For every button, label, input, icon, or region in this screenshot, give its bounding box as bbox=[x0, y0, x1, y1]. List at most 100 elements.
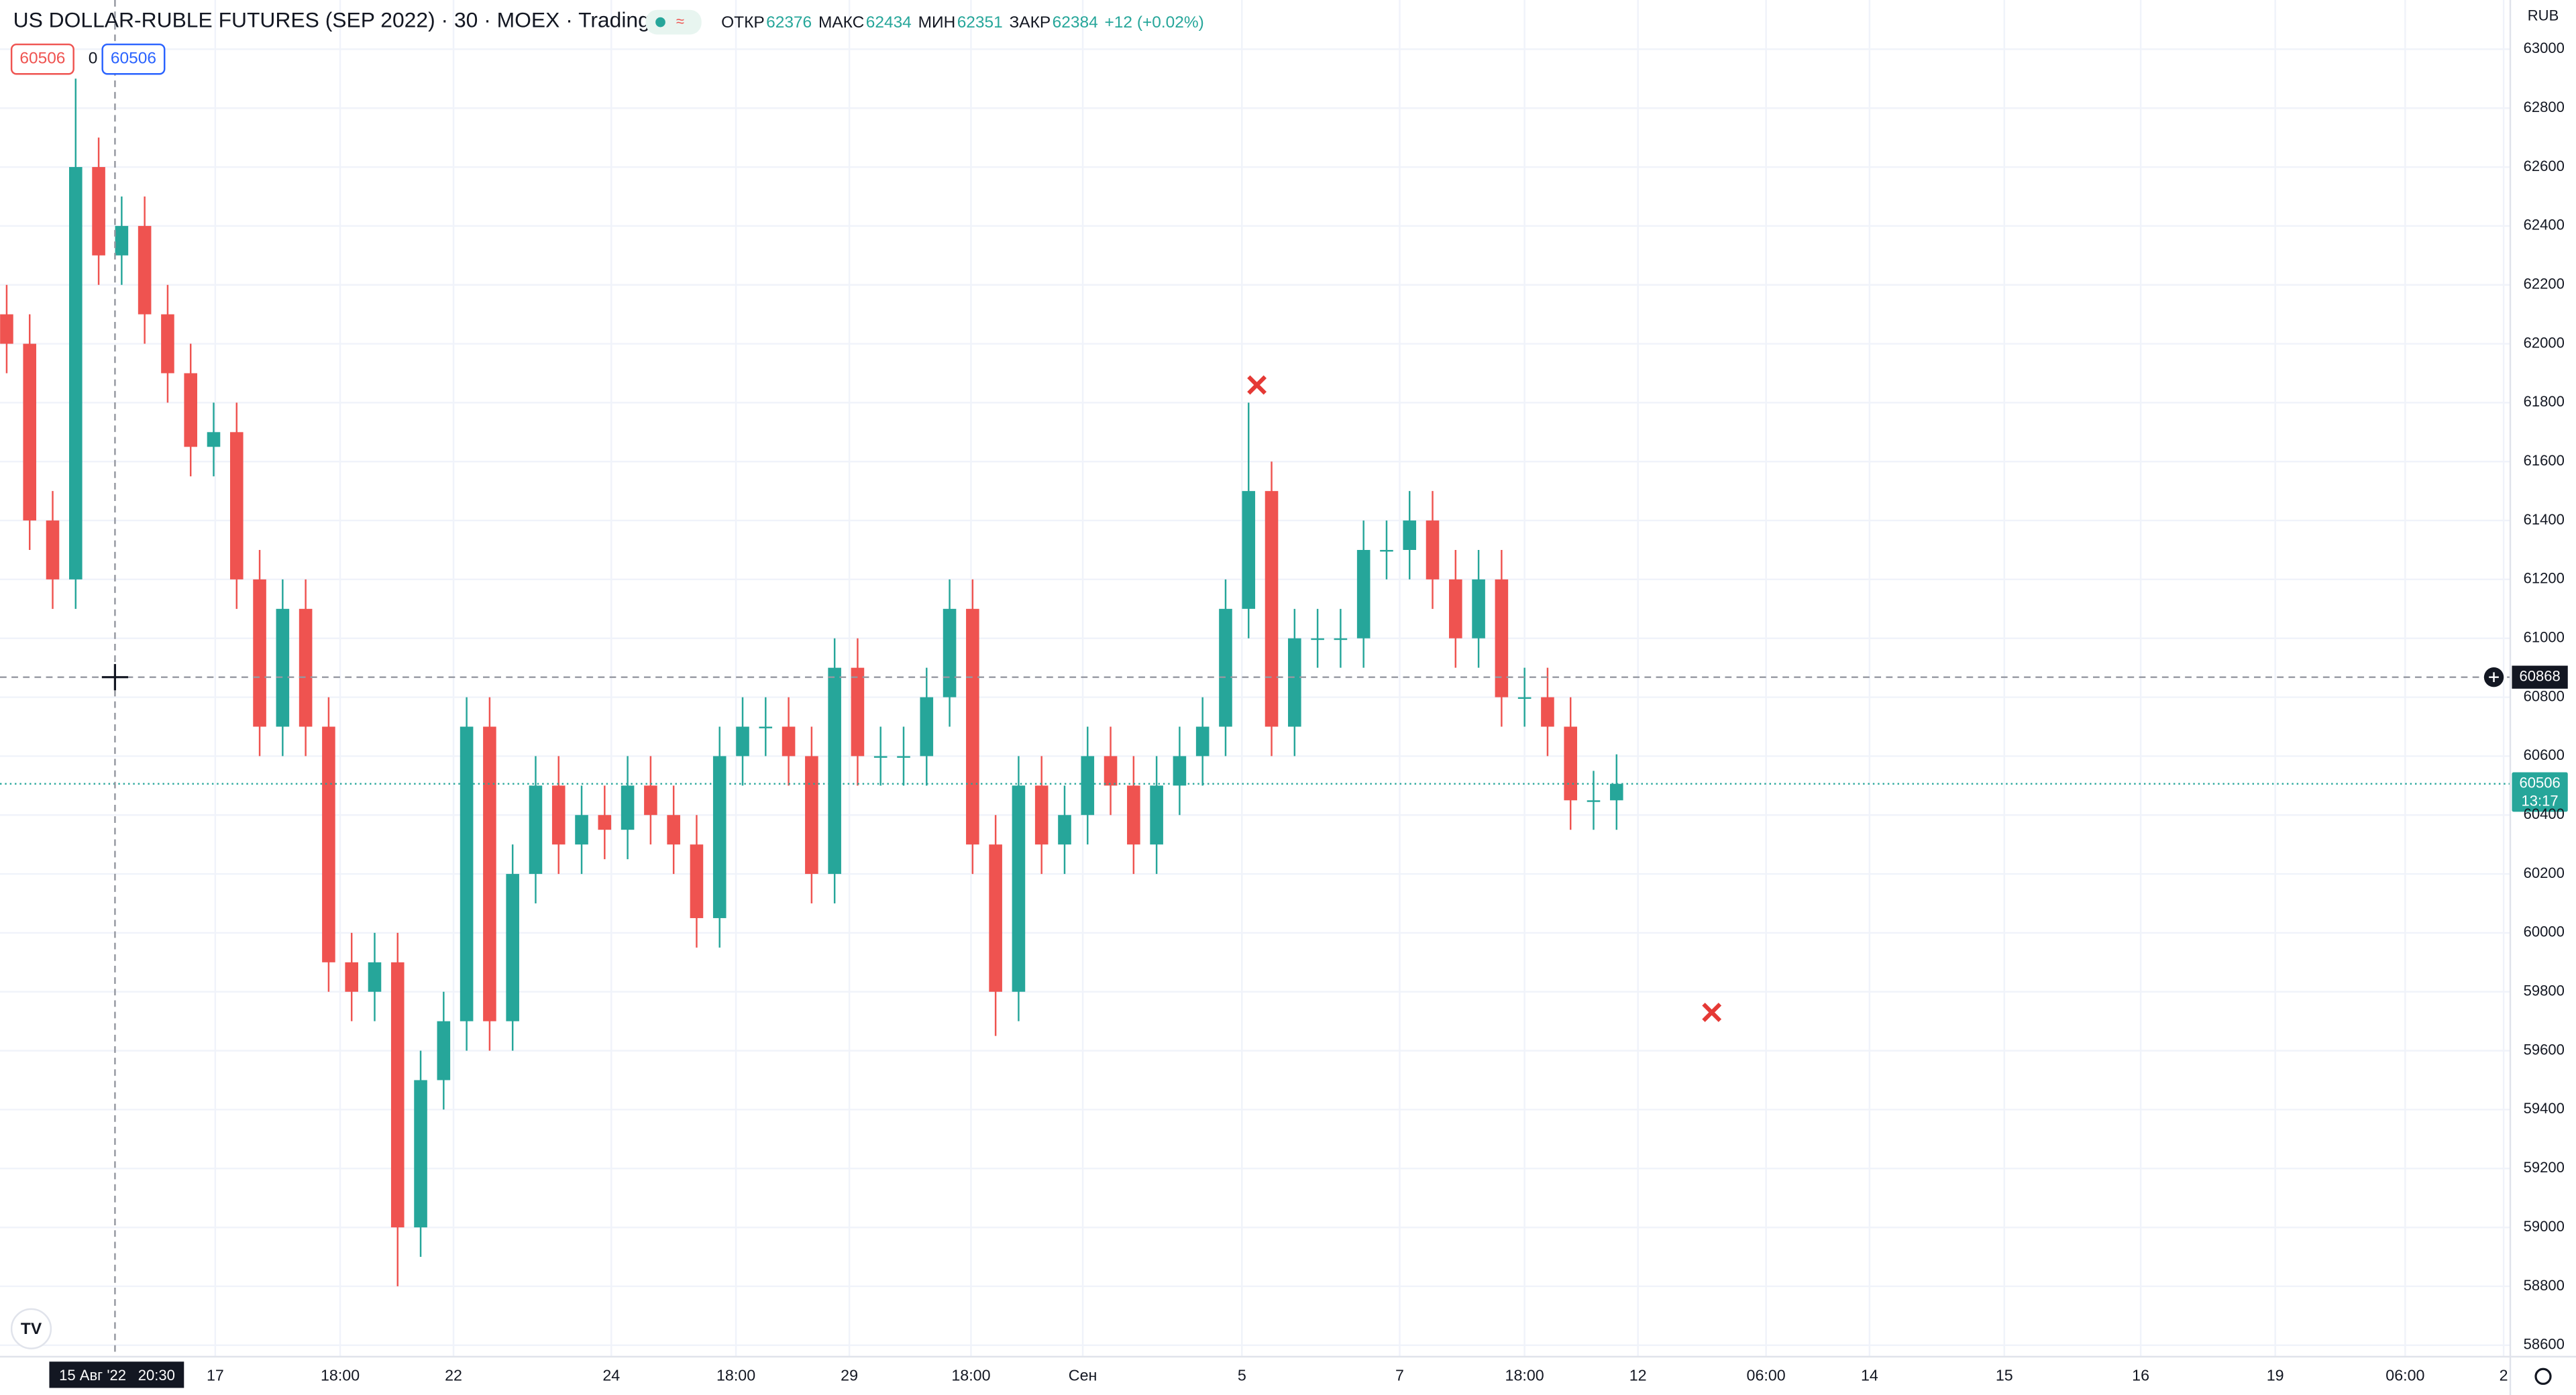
crosshair-date-label: 15 Авг '22 bbox=[59, 1367, 126, 1384]
candle-body bbox=[920, 697, 934, 757]
badge-text: 60506 bbox=[111, 50, 156, 68]
legend-value: 62434 bbox=[866, 13, 912, 32]
candle-body bbox=[690, 844, 704, 918]
countdown-label: 13:17 bbox=[2522, 792, 2559, 809]
y-tick-label: 59800 bbox=[2524, 983, 2565, 999]
candle-body bbox=[1012, 785, 1026, 992]
gear-icon bbox=[2534, 1368, 2552, 1385]
x-tick-label: 5 bbox=[1238, 1366, 1246, 1384]
candle-body bbox=[92, 167, 105, 256]
y-tick-label: 59000 bbox=[2524, 1218, 2565, 1235]
x-tick-label: 18:00 bbox=[716, 1366, 755, 1384]
x-tick-label: 2 bbox=[2500, 1366, 2508, 1384]
x-tick-label: 06:00 bbox=[1747, 1366, 1786, 1384]
candle-body bbox=[943, 608, 957, 698]
y-tick-label: 60800 bbox=[2524, 687, 2565, 704]
candle-body bbox=[207, 432, 221, 447]
candle-body bbox=[712, 756, 727, 918]
crosshair-price-label: 60868 bbox=[2519, 668, 2560, 685]
x-marker bbox=[1702, 1003, 1722, 1022]
x-tick-label: 18:00 bbox=[1505, 1366, 1544, 1384]
candle-body bbox=[161, 314, 174, 374]
candle-body bbox=[1517, 697, 1532, 700]
legend-value: 62376 bbox=[766, 13, 812, 32]
legend-label: ОТКР bbox=[721, 13, 765, 32]
y-tick-label: 61800 bbox=[2524, 393, 2565, 410]
badge[interactable]: 0 bbox=[89, 50, 98, 68]
candles bbox=[0, 78, 1623, 1286]
candle-body bbox=[989, 844, 1002, 992]
x-tick-label: 17 bbox=[207, 1366, 224, 1384]
candle-body bbox=[506, 874, 519, 1021]
candle-body bbox=[529, 785, 543, 875]
legend-label: МИН bbox=[918, 13, 956, 32]
x-tick-label: Сен bbox=[1069, 1366, 1097, 1384]
tv-logo[interactable]: TV bbox=[10, 1308, 52, 1349]
candle-body bbox=[23, 343, 37, 521]
candle-body bbox=[1081, 756, 1095, 816]
candle-body bbox=[1265, 491, 1279, 727]
candle-body bbox=[1104, 756, 1118, 786]
candle-body bbox=[1541, 697, 1554, 727]
candle-body bbox=[368, 962, 382, 992]
y-tick-label: 60200 bbox=[2524, 864, 2565, 881]
candle-body bbox=[828, 667, 841, 875]
candle-body bbox=[805, 756, 818, 875]
candle-body bbox=[322, 726, 335, 962]
candle-body bbox=[1173, 756, 1187, 786]
x-tick-label: 18:00 bbox=[321, 1366, 360, 1384]
candle-body bbox=[1288, 638, 1301, 727]
badge[interactable]: 60506 bbox=[10, 43, 74, 75]
status-dot bbox=[655, 17, 665, 27]
candle-body bbox=[184, 373, 198, 447]
crosshair-cursor bbox=[101, 664, 129, 691]
candle-body bbox=[68, 167, 83, 579]
y-tick-label: 61600 bbox=[2524, 452, 2565, 469]
candle-body bbox=[551, 785, 566, 845]
candle-body bbox=[414, 1080, 427, 1228]
y-tick-label: 59600 bbox=[2524, 1041, 2565, 1058]
y-tick-label: 58600 bbox=[2524, 1336, 2565, 1353]
x-tick-label: 29 bbox=[841, 1366, 858, 1384]
x-tick-label: 7 bbox=[1395, 1366, 1404, 1384]
currency-label[interactable]: RUB bbox=[2528, 7, 2559, 23]
candle-body bbox=[575, 815, 588, 845]
y-tick-label: 62600 bbox=[2524, 158, 2565, 174]
y-tick-label: 59400 bbox=[2524, 1100, 2565, 1117]
candle-body bbox=[1334, 638, 1348, 640]
logo-mark: TV bbox=[21, 1320, 42, 1338]
candle-body bbox=[966, 608, 979, 845]
candle-body bbox=[1034, 785, 1049, 845]
candle-body bbox=[667, 815, 680, 845]
badge[interactable]: 60506 bbox=[101, 43, 166, 75]
legend-value: 62384 bbox=[1053, 13, 1098, 32]
candle-body bbox=[621, 785, 635, 830]
logo-circle bbox=[10, 1308, 52, 1349]
candle-body bbox=[851, 667, 865, 757]
candle-body bbox=[598, 815, 612, 830]
y-tick-label: 61000 bbox=[2524, 629, 2565, 646]
crosshair-time-box bbox=[49, 1361, 184, 1388]
candle-body bbox=[897, 756, 910, 758]
candle-body bbox=[1609, 783, 1623, 801]
candle-body bbox=[644, 785, 657, 816]
settings-gear[interactable] bbox=[2534, 1368, 2552, 1385]
add-alert-plus bbox=[2489, 672, 2499, 683]
candle-body bbox=[460, 726, 474, 1021]
x-tick-label: 19 bbox=[2267, 1366, 2284, 1384]
candle-body bbox=[276, 608, 290, 727]
candle-body bbox=[736, 726, 749, 757]
x-tick-label: 14 bbox=[1861, 1366, 1878, 1384]
badge-box bbox=[10, 43, 74, 75]
y-tick-label: 62000 bbox=[2524, 334, 2565, 351]
candle-body bbox=[229, 432, 244, 579]
y-tick-label: 61400 bbox=[2524, 511, 2565, 528]
candle-body bbox=[1311, 638, 1324, 640]
ohlc-legend: ОТКР 62376 МАКС 62434 МИН 62351 ЗАКР 62384 +12 (… bbox=[721, 13, 1204, 32]
candle-body bbox=[1449, 579, 1462, 638]
x-tick-label: 18:00 bbox=[951, 1366, 990, 1384]
crosshair-time-label: 20:30 bbox=[138, 1367, 175, 1384]
y-tick-label: 60400 bbox=[2524, 805, 2565, 822]
